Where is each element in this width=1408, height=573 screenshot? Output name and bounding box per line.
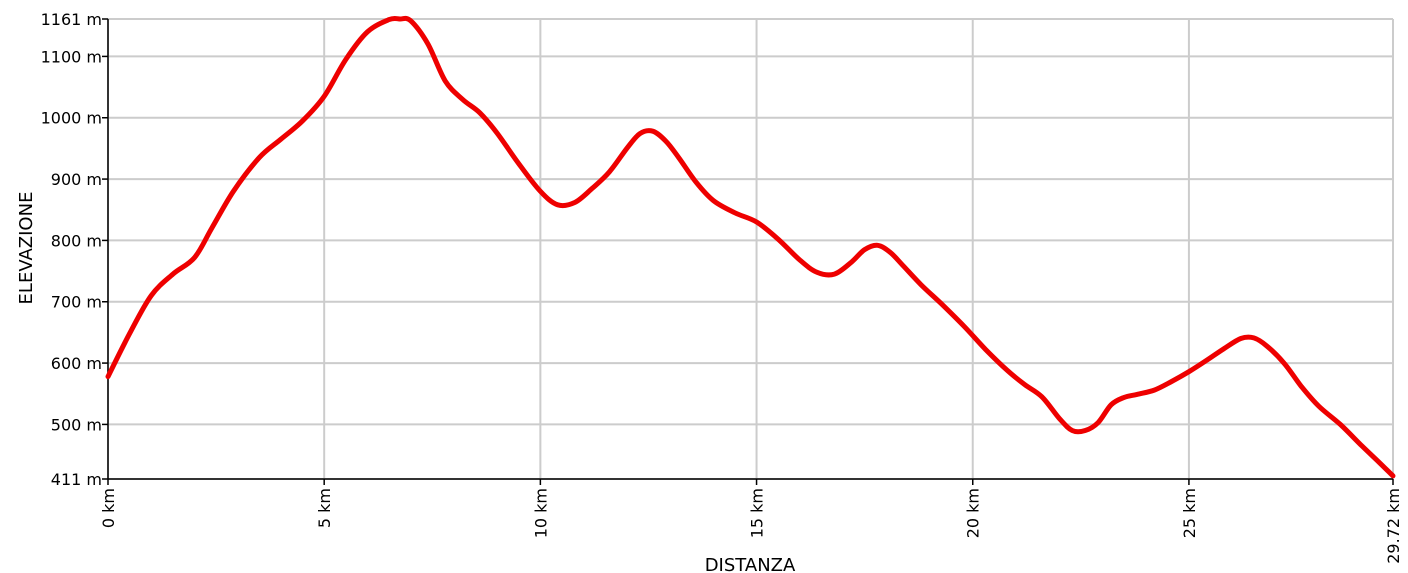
y-tick-label: 411 m — [51, 470, 102, 489]
axes — [107, 19, 1393, 480]
x-tick-label: 5 km — [315, 488, 334, 528]
x-tick-label: 25 km — [1180, 488, 1199, 538]
x-tick-label: 10 km — [531, 488, 550, 538]
y-tick-label: 500 m — [51, 415, 102, 434]
x-tick-label: 29.72 km — [1384, 488, 1403, 564]
x-tick-label: 15 km — [748, 488, 767, 538]
series-layer — [105, 15, 1396, 479]
x-axis-ticks: 0 km 5 km 10 km 15 km 20 km 25 km 29.72 km — [99, 479, 1403, 564]
elevation-series-line — [105, 15, 1396, 479]
y-tick-label: 900 m — [51, 170, 102, 189]
y-tick-label: 700 m — [51, 293, 102, 312]
y-tick-label: 1100 m — [41, 47, 102, 66]
y-axis-title: ELEVAZIONE — [16, 192, 37, 305]
y-tick-label: 1000 m — [41, 109, 102, 128]
y-tick-label: 1161 m — [41, 10, 102, 29]
x-axis-title: DISTANZA — [705, 555, 796, 573]
y-tick-label: 800 m — [51, 231, 102, 250]
grid — [107, 18, 1394, 480]
x-tick-label: 0 km — [99, 488, 118, 528]
y-axis-ticks: 411 m 500 m 600 m 700 m 800 m 900 m 1000 m 1100… — [41, 10, 108, 489]
y-tick-label: 600 m — [51, 354, 102, 373]
x-tick-label: 20 km — [964, 488, 983, 538]
